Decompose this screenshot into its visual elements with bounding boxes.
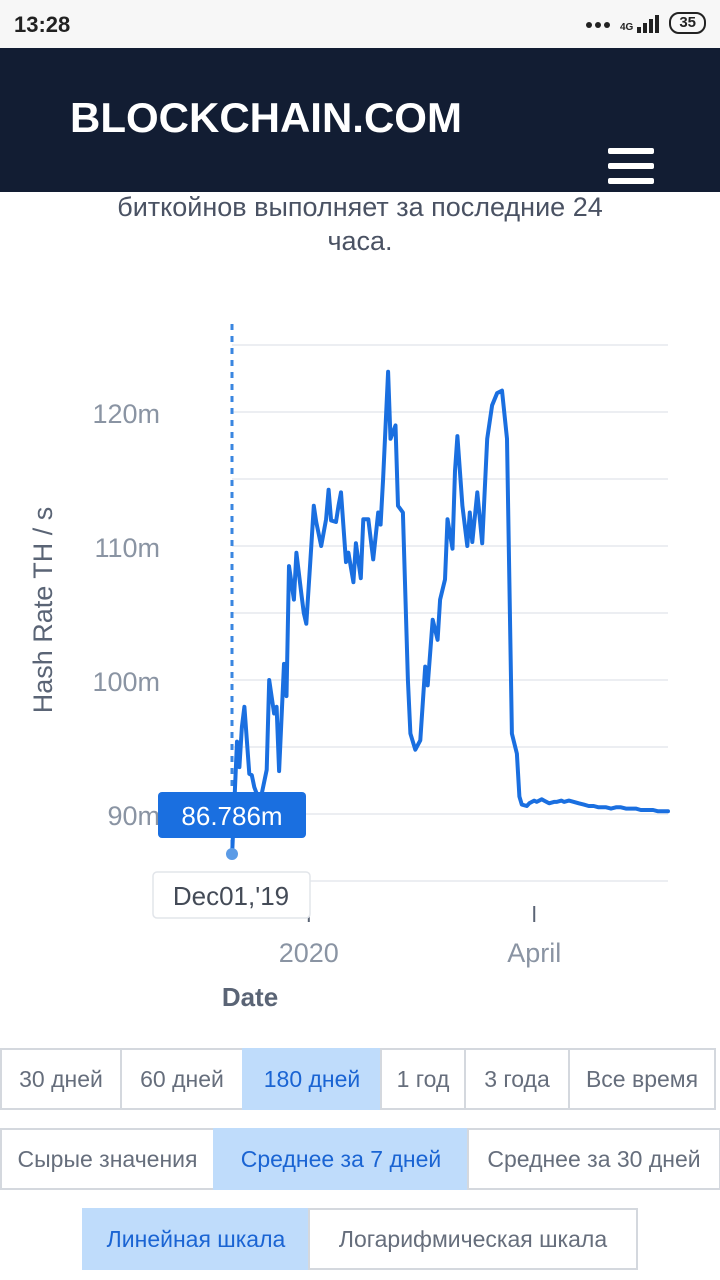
navbar: BLOCKCHAIN.COM bbox=[0, 48, 720, 192]
range-button-2[interactable]: 180 дней bbox=[242, 1048, 382, 1110]
value-tooltip-bg bbox=[158, 792, 306, 838]
battery-icon: 35 bbox=[669, 12, 706, 34]
scale-button-0[interactable]: Линейная шкала bbox=[82, 1208, 310, 1270]
hamburger-menu-icon[interactable] bbox=[608, 148, 654, 188]
scale-buttons: Линейная шкала Логарифмическая шкала bbox=[82, 1208, 638, 1270]
description-line-2: часа. bbox=[327, 226, 393, 256]
hash-rate-chart: 90m 100m 110m 120m Hash Rate TH / s 2020 April… bbox=[28, 324, 670, 1012]
status-icons: 4G 35 bbox=[583, 12, 706, 34]
range-button-1[interactable]: 60 дней bbox=[120, 1048, 244, 1110]
range-buttons: 30 дней 60 дней 180 дней 1 год 3 года Все вре… bbox=[0, 1048, 716, 1110]
status-time: 13:28 bbox=[14, 12, 71, 37]
chart-description: биткойнов выполняет за последние 24 часа… bbox=[0, 190, 720, 258]
average-button-1[interactable]: Среднее за 7 дней bbox=[213, 1128, 469, 1190]
value-tooltip: 86.786m bbox=[158, 792, 306, 838]
range-button-3[interactable]: 1 год bbox=[380, 1048, 466, 1110]
status-bar: 13:28 4G 35 bbox=[0, 0, 720, 48]
series-line bbox=[230, 369, 670, 859]
range-button-5[interactable]: Все время bbox=[568, 1048, 716, 1110]
x-tick-label: April bbox=[507, 938, 561, 968]
value-tooltip-text: 86.786m bbox=[181, 801, 282, 831]
range-button-0[interactable]: 30 дней bbox=[0, 1048, 122, 1110]
hover-point bbox=[226, 848, 238, 860]
logo[interactable]: BLOCKCHAIN.COM bbox=[70, 94, 462, 141]
date-tooltip-text: Dec01,'19 bbox=[173, 881, 289, 911]
y-tick-label: 90m bbox=[107, 801, 160, 831]
y-axis-label: Hash Rate TH / s bbox=[28, 507, 58, 714]
date-tooltip-bg bbox=[152, 871, 311, 919]
y-tick-label: 110m bbox=[94, 533, 160, 563]
network-type: 4G bbox=[619, 22, 634, 33]
date-tooltip: Dec01,'19 bbox=[152, 871, 311, 919]
x-axis-label: Date bbox=[222, 982, 278, 1012]
range-button-4[interactable]: 3 года bbox=[464, 1048, 570, 1110]
average-buttons: Сырые значения Среднее за 7 дней Среднее з… bbox=[0, 1128, 720, 1190]
x-tick-label: 2020 bbox=[279, 938, 339, 968]
y-tick-label: 120m bbox=[92, 399, 160, 429]
scale-button-1[interactable]: Логарифмическая шкала bbox=[308, 1208, 638, 1270]
signal-icon: 4G bbox=[619, 13, 660, 33]
y-tick-label: 100m bbox=[92, 667, 160, 697]
average-button-2[interactable]: Среднее за 30 дней bbox=[467, 1128, 720, 1190]
average-button-0[interactable]: Сырые значения bbox=[0, 1128, 215, 1190]
description-line-1: биткойнов выполняет за последние 24 bbox=[117, 192, 603, 222]
more-dots-icon bbox=[583, 15, 610, 31]
